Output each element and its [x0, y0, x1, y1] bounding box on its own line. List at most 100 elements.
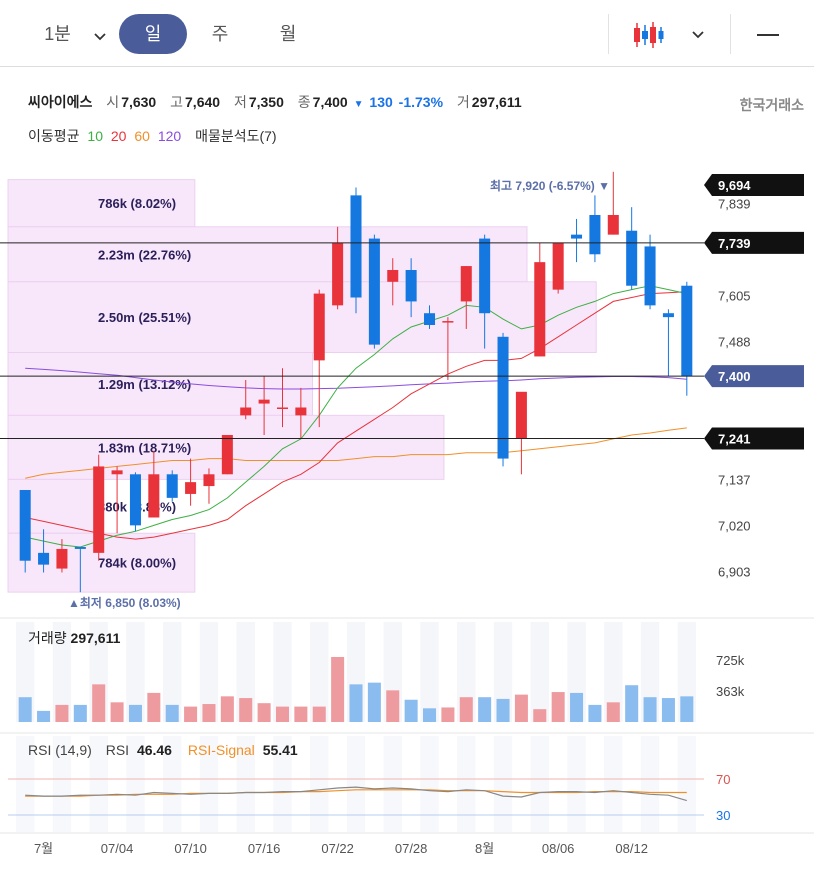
- low-label: 저: [233, 94, 247, 110]
- volume-grid-stripe: [199, 622, 219, 722]
- volume-grid-stripe: [52, 622, 72, 722]
- chart-type-chevron-icon[interactable]: [684, 14, 712, 54]
- ma20-line: [25, 291, 687, 540]
- candle-body: [111, 470, 123, 475]
- candle: [240, 380, 252, 420]
- candle-body: [681, 285, 693, 377]
- x-axis-label: 08/06: [542, 841, 575, 856]
- candle-body: [38, 552, 50, 565]
- candle-body: [552, 242, 564, 290]
- rsi-panel-legend: RSI (14,9) RSI 46.46 RSI-Signal 55.41: [28, 742, 302, 758]
- price-tag: 7,739: [704, 231, 804, 254]
- candle-body: [607, 215, 619, 235]
- volume-profile-label: 매물분석도(7): [195, 128, 277, 144]
- rsi-tick-label: 70: [716, 772, 730, 787]
- low-value: 7,350: [248, 94, 284, 110]
- ma120-label: 120: [157, 128, 182, 144]
- price-tag-label: 9,694: [718, 178, 751, 193]
- toolbar-divider: [730, 14, 731, 54]
- candle: [589, 195, 601, 263]
- candle: [552, 242, 564, 294]
- stock-name: 씨아이에스: [28, 94, 93, 110]
- interval-dropdown[interactable]: 1분: [30, 14, 120, 54]
- candle: [313, 289, 325, 428]
- rsi-grid-stripe: [310, 736, 329, 832]
- candle-body: [405, 270, 417, 302]
- volume-bar: [257, 703, 271, 722]
- candle: [626, 207, 638, 290]
- candle-body: [313, 293, 325, 361]
- candle: [387, 258, 399, 306]
- volume-profile-label: 784k (8.00%): [98, 556, 176, 571]
- volume-bar: [331, 656, 345, 722]
- candle: [534, 242, 546, 357]
- volume-bar: [570, 692, 584, 722]
- candle-body: [19, 490, 31, 561]
- volume-grid-stripe: [604, 622, 623, 722]
- tab-week[interactable]: 주: [211, 24, 229, 44]
- candle: [405, 258, 417, 318]
- candle: [203, 468, 215, 504]
- candle-body: [276, 407, 288, 409]
- rsi-label: RSI: [105, 742, 130, 758]
- volume-bar: [165, 704, 179, 722]
- volume-bar: [514, 694, 528, 722]
- hamburger-icon[interactable]: [748, 14, 788, 54]
- stock-summary: 씨아이에스 시 7,630 고 7,640 저 7,350 종 7,400 ▼ 130 …: [28, 92, 524, 112]
- x-axis-label: 07/22: [321, 841, 354, 856]
- open-label: 시: [106, 94, 120, 110]
- volume-tick-label: 725k: [716, 653, 745, 668]
- volume-grid-stripe: [163, 622, 182, 722]
- volume-grid-stripe: [530, 622, 549, 722]
- candle: [515, 391, 527, 475]
- volume-grid-stripe: [640, 622, 660, 722]
- candle-body: [662, 313, 674, 318]
- volume-profile-label: 1.83m (18.71%): [98, 440, 191, 455]
- candlestick-icon[interactable]: [626, 14, 670, 54]
- rsi-grid-stripe: [273, 736, 292, 832]
- candle-body: [350, 195, 362, 298]
- candle: [74, 546, 86, 593]
- rsi-grid-stripe: [346, 736, 366, 832]
- candle-body: [626, 230, 638, 286]
- candle: [424, 305, 436, 329]
- volume-bar: [606, 702, 620, 722]
- rsi-signal-label: RSI-Signal: [187, 742, 255, 758]
- candle: [129, 472, 141, 532]
- price-tag: 7,400: [704, 365, 804, 388]
- candle-body: [93, 466, 105, 553]
- volume-bar: [92, 684, 106, 722]
- candle-body: [589, 215, 601, 255]
- tab-day[interactable]: 일: [119, 14, 187, 54]
- price-tag-bg: [704, 365, 804, 388]
- tab-month[interactable]: 월: [279, 24, 297, 44]
- candle: [460, 266, 472, 329]
- y-tick-label: 7,137: [718, 472, 751, 487]
- volume-grid-stripe: [310, 622, 329, 722]
- volume-bar: [588, 704, 602, 722]
- volume-profile-label: 2.23m (22.76%): [98, 247, 191, 262]
- high-label: 고: [170, 94, 184, 110]
- candle-body: [424, 313, 436, 325]
- rsi-grid-stripe: [126, 736, 145, 832]
- rsi-grid-stripe: [640, 736, 660, 832]
- price-tag-bg: [704, 427, 804, 450]
- volume-label: 거: [456, 94, 470, 110]
- rsi-grid-stripe: [420, 736, 439, 832]
- rsi-grid-stripe: [163, 736, 182, 832]
- price-tag-label: 7,739: [718, 236, 751, 251]
- volume-bar: [239, 698, 253, 722]
- volume-tick-label: 363k: [716, 684, 745, 699]
- volume-bar: [294, 706, 308, 722]
- volume-grid-stripe: [236, 622, 255, 722]
- candle: [295, 387, 307, 439]
- candle-body: [332, 242, 344, 306]
- volume-profile-label: 786k (8.02%): [98, 196, 176, 211]
- candle-body: [387, 270, 399, 282]
- volume-bar: [533, 709, 547, 722]
- candle: [497, 332, 509, 467]
- candle: [93, 454, 105, 561]
- ma-label: 이동평균: [28, 128, 80, 144]
- rsi-signal-value: 55.41: [262, 742, 298, 758]
